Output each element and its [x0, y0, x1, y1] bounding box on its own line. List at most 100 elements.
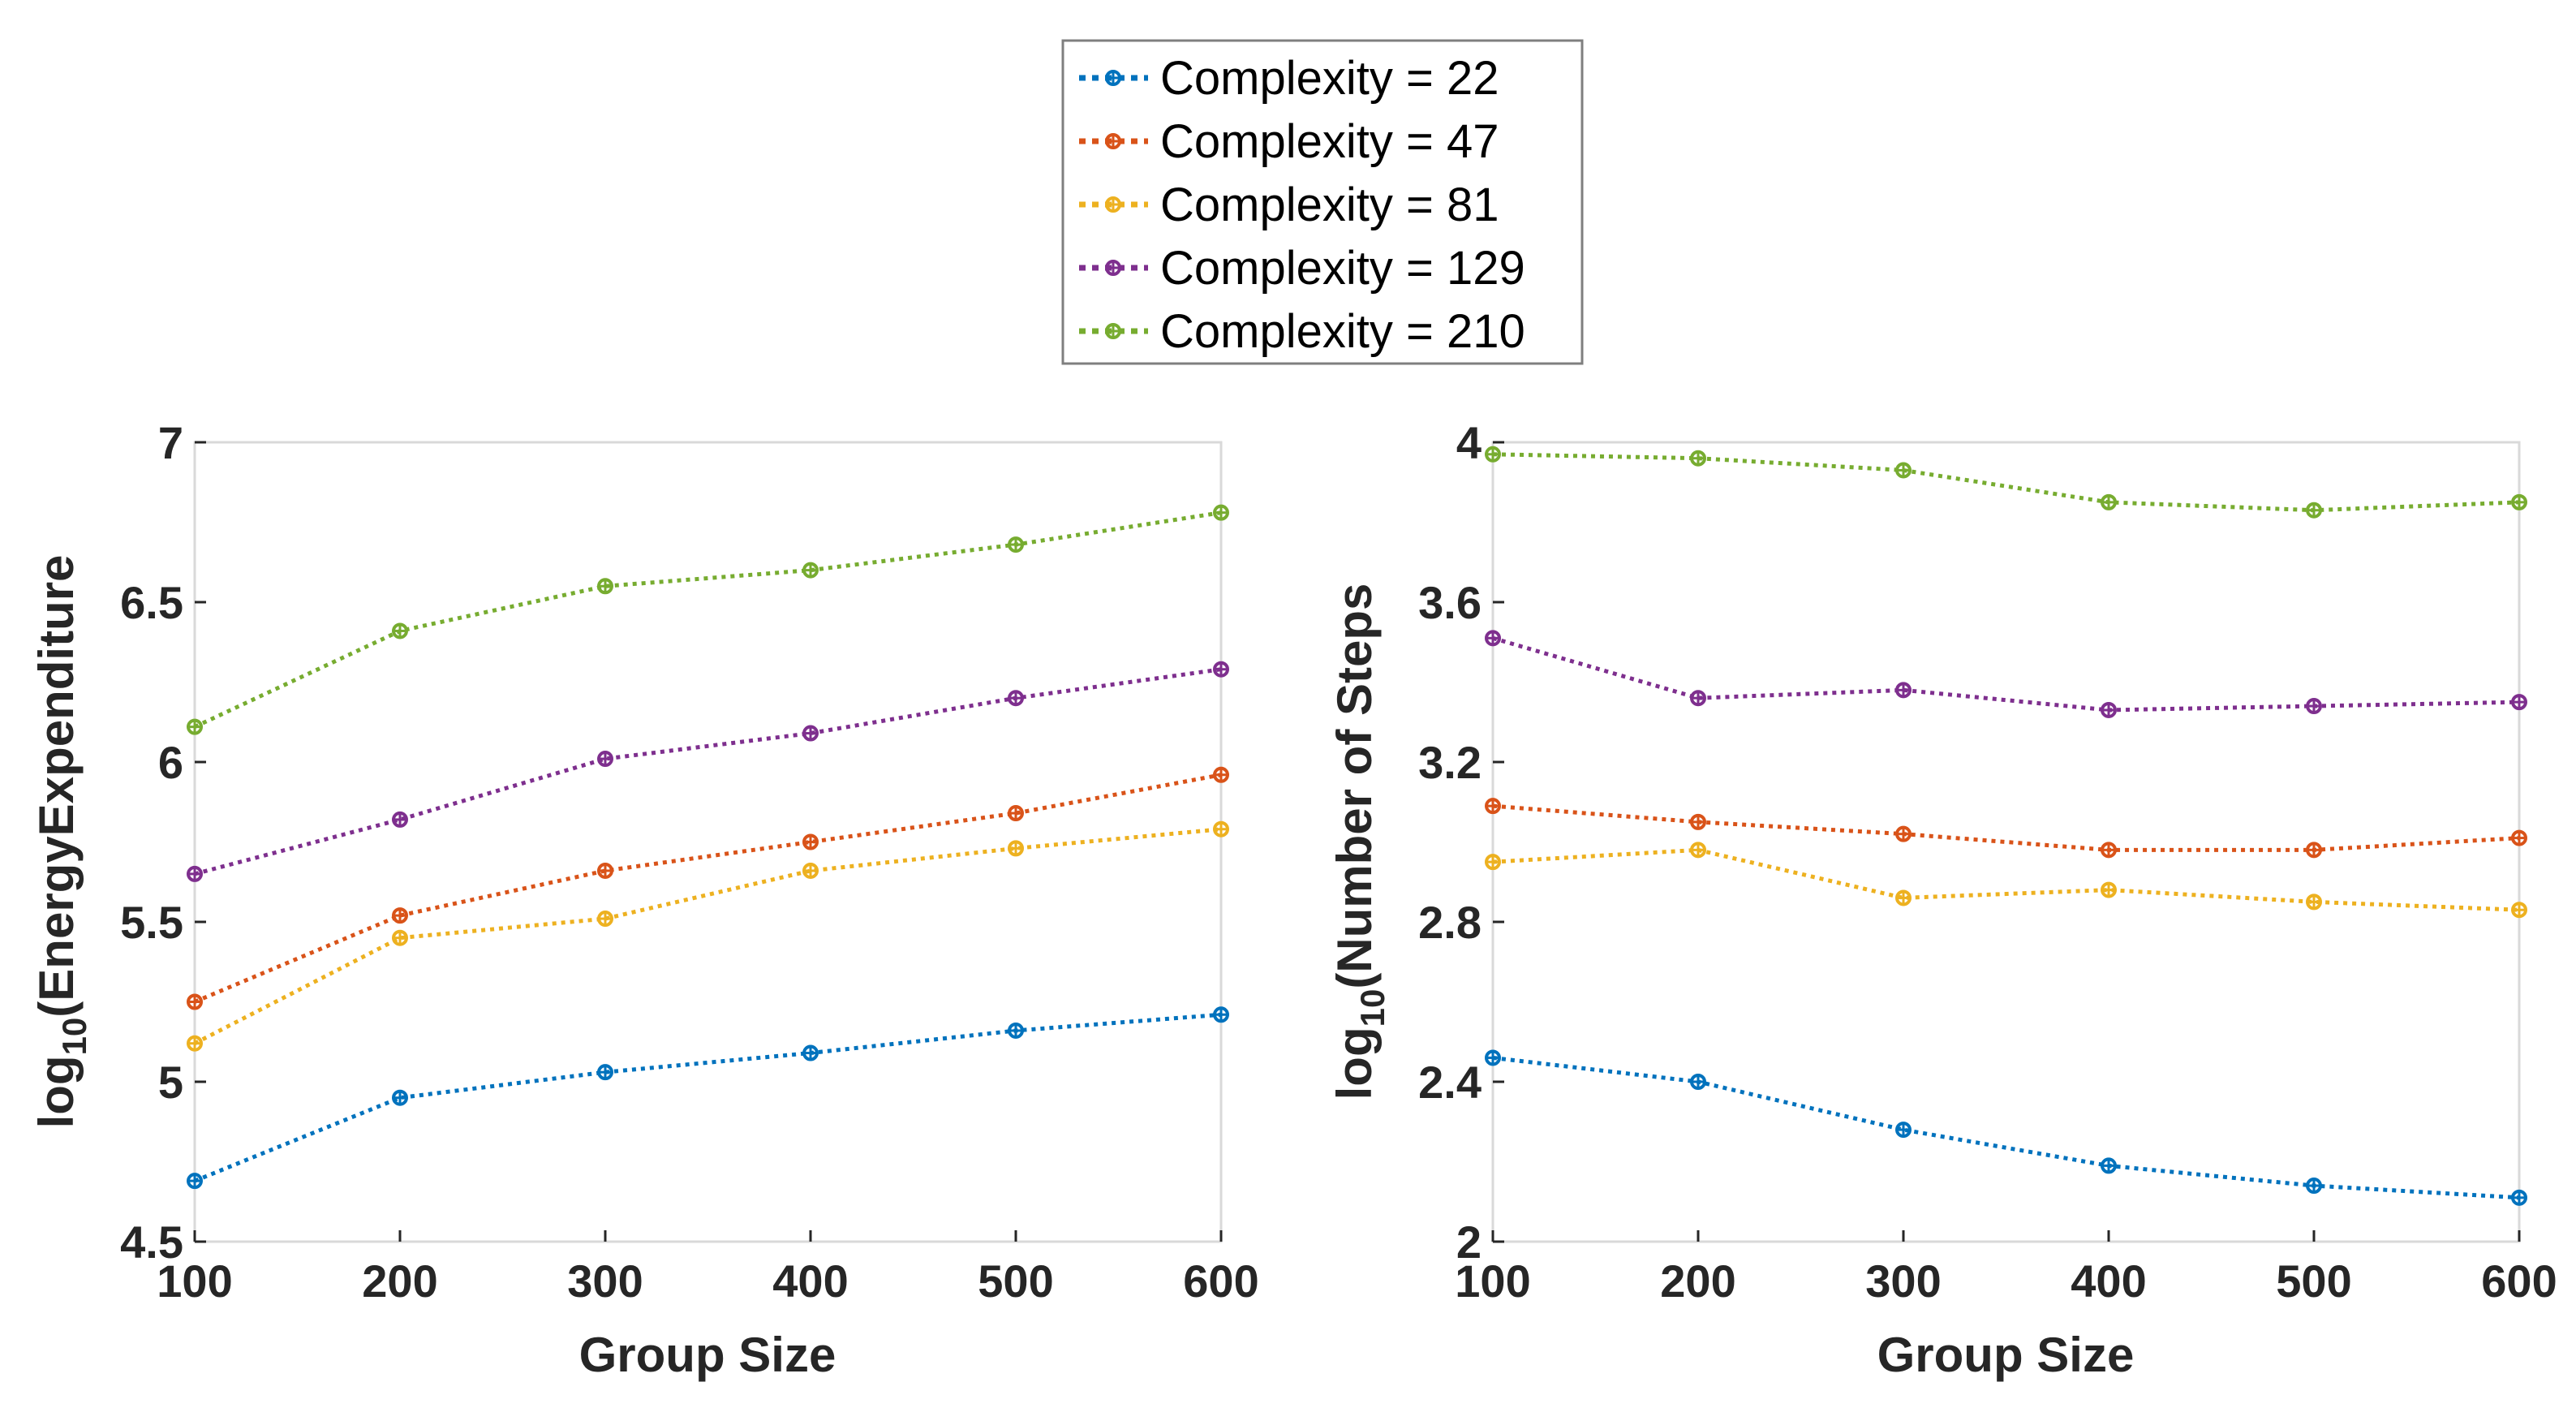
x-axis-label-energy: Group Size [579, 1328, 836, 1382]
energy-data-point [1213, 661, 1229, 678]
energy-data-point [392, 1089, 408, 1106]
legend-marker [1105, 323, 1121, 339]
legend-entry: Complexity = 47 [1079, 115, 1499, 168]
y-ticks-steps: 2 2.4 2.8 3.2 3.6 4 [1418, 417, 1504, 1268]
energy-y-tick-label: 6.5 [120, 577, 183, 628]
steps-data-point [1485, 798, 1501, 815]
steps-data-point [1485, 854, 1501, 871]
steps-x-tick-label: 400 [2071, 1255, 2146, 1307]
energy-data-point [392, 622, 408, 639]
steps-y-tick-label: 3.6 [1418, 577, 1482, 628]
energy-y-tick-label: 5.5 [120, 897, 183, 948]
legend-label: Complexity = 22 [1160, 52, 1499, 105]
y-axis-label-steps-subscript: 10 [1353, 989, 1391, 1027]
y-ticks-energy: 4.5 5 5.5 6 6.5 7 [120, 417, 206, 1268]
energy-data-point [802, 725, 819, 742]
steps-data-point [1895, 682, 1912, 699]
steps-data-point [2511, 493, 2527, 510]
energy-x-tick-label: 500 [978, 1255, 1053, 1307]
steps-series-1 [1485, 798, 2527, 859]
legend-label: Complexity = 129 [1160, 242, 1525, 295]
energy-data-point [597, 862, 613, 879]
steps-data-point [1485, 1049, 1501, 1066]
energy-data-point [802, 1044, 819, 1061]
energy-data-point [1213, 766, 1229, 783]
y-axis-label-steps: log10(Number of Steps [1327, 583, 1391, 1100]
legend-marker [1105, 133, 1121, 149]
energy-x-tick-label: 200 [362, 1255, 437, 1307]
energy-data-point [187, 1035, 203, 1052]
steps-series-line [1492, 847, 2520, 912]
steps-data-point [2101, 493, 2117, 510]
energy-data-point [392, 907, 408, 924]
energy-y-tick-label: 5 [158, 1057, 183, 1108]
steps-data-point [2511, 1189, 2527, 1206]
energy-data-point [187, 718, 203, 735]
steps-y-tick-label: 3.2 [1418, 737, 1482, 788]
legend-marker [1105, 70, 1121, 86]
y-axis-label-steps-prefix: log [1327, 1027, 1382, 1100]
energy-data-point [187, 1173, 203, 1190]
steps-data-point [1485, 630, 1501, 647]
steps-x-tick-label: 300 [1865, 1255, 1941, 1307]
energy-data-point [392, 811, 408, 828]
legend-marker [1105, 196, 1121, 213]
steps-series-3 [1485, 630, 2527, 718]
steps-series-line [1492, 803, 2520, 852]
steps-x-tick-label: 100 [1455, 1255, 1530, 1307]
steps-data-point [2511, 829, 2527, 846]
steps-series-0 [1485, 1049, 2527, 1206]
legend-entry: Complexity = 81 [1079, 179, 1499, 231]
energy-x-tick-label: 300 [567, 1255, 643, 1307]
energy-data-point [392, 929, 408, 946]
steps-x-tick-label: 200 [1660, 1255, 1735, 1307]
x-ticks-energy: 100 200 300 400 500 600 [157, 1230, 1259, 1307]
energy-data-point [1213, 504, 1229, 521]
steps-data-point [2306, 1178, 2322, 1195]
legend-entry: Complexity = 129 [1079, 242, 1525, 295]
steps-data-point [2511, 902, 2527, 919]
steps-data-point [2101, 881, 2117, 898]
steps-data-point [1895, 825, 1912, 842]
energy-series-line [193, 510, 1222, 729]
energy-data-point [1008, 840, 1024, 857]
energy-data-point [1008, 805, 1024, 822]
legend-label: Complexity = 81 [1160, 179, 1499, 231]
steps-data-point [2511, 694, 2527, 711]
energy-data-point [597, 578, 613, 595]
energy-series-line [194, 1012, 1222, 1183]
steps-data-point [1690, 690, 1706, 707]
steps-data-point [1690, 813, 1706, 830]
y-axis-label-energy-suffix: (EnergyExpenditure [29, 555, 84, 1018]
steps-data-point [2306, 502, 2322, 519]
plot-area-energy [193, 441, 1223, 1243]
energy-data-point [1008, 690, 1024, 707]
series-energy [187, 504, 1229, 1190]
energy-data-point [1008, 1022, 1024, 1039]
steps-data-point [1895, 889, 1912, 906]
energy-data-point [1213, 1006, 1229, 1023]
legend-marker [1105, 260, 1121, 276]
steps-data-point [2306, 842, 2322, 859]
energy-series-line [194, 773, 1222, 1004]
energy-data-point [597, 751, 613, 768]
energy-y-tick-label: 6 [158, 737, 183, 788]
y-axis-label-energy-subscript: 10 [55, 1018, 93, 1056]
energy-x-tick-label: 100 [157, 1255, 232, 1307]
legend-box [1061, 39, 1584, 365]
energy-y-tick-label: 7 [158, 417, 183, 468]
energy-data-point [187, 865, 203, 882]
steps-data-point [2101, 842, 2117, 859]
energy-x-tick-label: 600 [1183, 1255, 1258, 1307]
steps-y-tick-label: 2 [1456, 1216, 1482, 1268]
energy-data-point [802, 833, 819, 850]
steps-data-point [1690, 450, 1706, 467]
energy-series-0 [187, 1006, 1229, 1190]
legend-label: Complexity = 210 [1160, 305, 1525, 358]
steps-y-tick-label: 4 [1456, 417, 1482, 468]
steps-x-tick-label: 500 [2276, 1255, 2351, 1307]
energy-data-point [597, 911, 613, 928]
energy-x-tick-label: 400 [772, 1255, 848, 1307]
y-axis-label-steps-suffix: (Number of Steps [1327, 583, 1382, 989]
